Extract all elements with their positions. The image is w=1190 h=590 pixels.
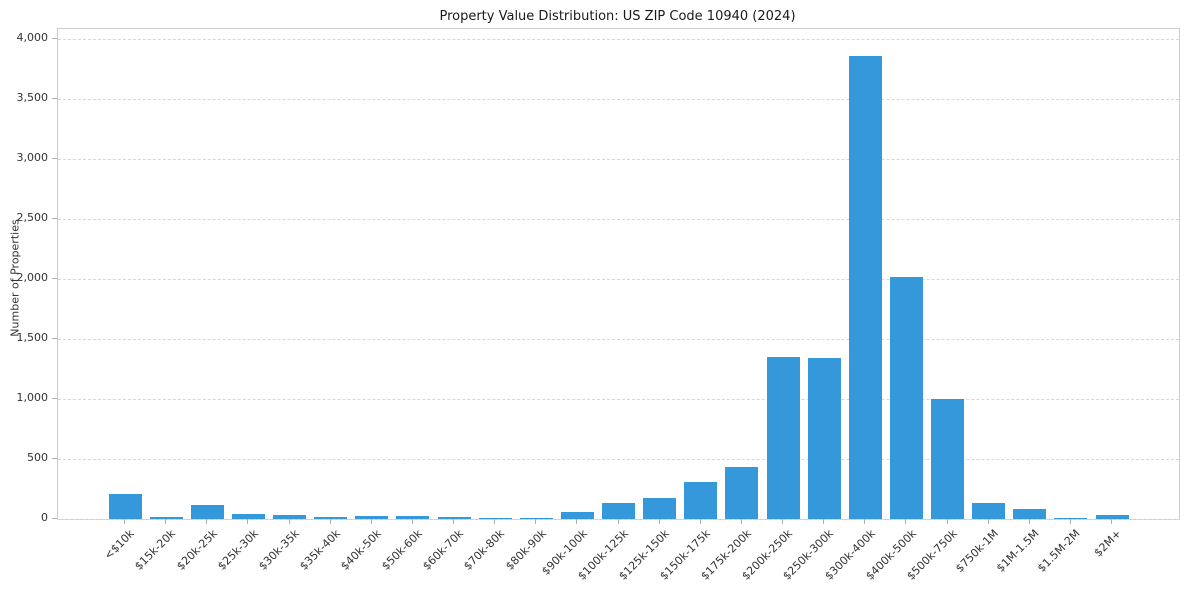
- x-tick-label: $30k-35k: [255, 527, 302, 573]
- y-tick: [52, 338, 57, 339]
- bar-11: [519, 518, 553, 519]
- x-tick-label: $25k-30k: [214, 527, 261, 573]
- gridline: [58, 458, 1179, 460]
- x-tick: [535, 519, 537, 524]
- x-tick-label: $70k-80k: [461, 527, 508, 573]
- x-tick: [124, 519, 125, 524]
- x-tick: [823, 519, 825, 524]
- x-tick: [864, 519, 866, 524]
- x-tick-label: $750k-1M: [952, 527, 1001, 575]
- bar-23: [1013, 509, 1047, 519]
- x-tick: [699, 519, 701, 524]
- x-tick: [740, 519, 742, 524]
- x-tick-label: $60k-70k: [420, 527, 467, 573]
- gridline: [58, 398, 1179, 400]
- x-tick-label: <$10k: [102, 527, 138, 563]
- bar-25: [1095, 515, 1129, 519]
- x-tick-label: $1.5M-2M: [1035, 527, 1084, 575]
- x-tick: [247, 519, 249, 524]
- y-tick-label: 1,000: [16, 391, 49, 404]
- bar-1: [108, 493, 142, 519]
- x-tick-label: $15k-20k: [132, 527, 179, 573]
- bar-5: [273, 515, 306, 519]
- bar-10: [478, 518, 512, 519]
- x-tick: [782, 519, 783, 524]
- gridline: [58, 98, 1179, 100]
- y-tick-label: 4,000: [16, 31, 49, 44]
- y-tick-label: 2,500: [16, 211, 49, 224]
- x-tick: [1111, 519, 1112, 524]
- bar-7: [355, 516, 389, 519]
- gridline: [58, 338, 1179, 340]
- x-tick: [576, 519, 578, 524]
- y-tick-label: 500: [27, 451, 48, 464]
- bar-17: [766, 357, 800, 519]
- y-tick-label: 3,000: [16, 151, 49, 164]
- x-tick-label: $1M-1.5M: [994, 527, 1042, 575]
- x-tick: [905, 519, 907, 524]
- y-tick-label: 0: [41, 511, 48, 524]
- gridline: [58, 218, 1179, 220]
- x-tick: [1069, 519, 1071, 524]
- y-tick: [52, 98, 57, 99]
- gridline: [58, 38, 1179, 40]
- bar-16: [725, 466, 759, 519]
- y-tick-label: 1,500: [16, 331, 49, 344]
- y-tick: [52, 218, 57, 219]
- bar-8: [396, 516, 430, 519]
- x-tick: [411, 519, 413, 524]
- x-tick: [329, 519, 331, 524]
- bar-19: [848, 55, 882, 519]
- y-tick: [52, 518, 57, 519]
- bar-24: [1054, 518, 1088, 519]
- x-tick-label: $20k-25k: [173, 527, 220, 573]
- y-tick-label: 2,000: [16, 271, 49, 284]
- x-tick: [1028, 519, 1030, 524]
- gridline: [58, 518, 1179, 520]
- gridline: [58, 158, 1179, 160]
- bar-15: [684, 481, 718, 519]
- bar-22: [972, 502, 1006, 519]
- bar-21: [931, 399, 964, 519]
- chart-title: Property Value Distribution: US ZIP Code…: [439, 9, 796, 24]
- bar-18: [807, 357, 841, 519]
- bar-14: [643, 498, 677, 519]
- bar-13: [602, 503, 635, 519]
- y-tick: [52, 398, 57, 399]
- bar-6: [314, 517, 348, 519]
- x-tick: [946, 519, 948, 524]
- y-tick-label: 3,500: [16, 91, 49, 104]
- x-tick: [453, 519, 454, 524]
- x-tick: [165, 519, 167, 524]
- x-tick-label: $50k-60k: [379, 527, 426, 573]
- plot-area: [57, 28, 1180, 520]
- bar-4: [231, 513, 265, 519]
- x-tick: [617, 519, 619, 524]
- x-tick-label: $35k-40k: [297, 527, 343, 573]
- y-tick: [52, 158, 57, 159]
- bar-3: [190, 505, 224, 519]
- x-tick: [288, 519, 290, 524]
- y-tick: [52, 38, 57, 39]
- y-tick: [52, 458, 57, 459]
- x-tick: [370, 519, 372, 524]
- gridline: [58, 278, 1179, 280]
- bar-20: [889, 276, 923, 519]
- x-tick-label: $2M+: [1091, 527, 1125, 560]
- x-tick: [494, 519, 496, 524]
- x-tick: [206, 519, 208, 524]
- bar-2: [149, 517, 183, 519]
- bar-12: [560, 512, 594, 519]
- y-tick: [52, 278, 57, 279]
- x-tick: [987, 519, 989, 524]
- x-tick-label: $40k-50k: [338, 527, 384, 573]
- bar-9: [437, 517, 471, 519]
- x-tick: [658, 519, 660, 524]
